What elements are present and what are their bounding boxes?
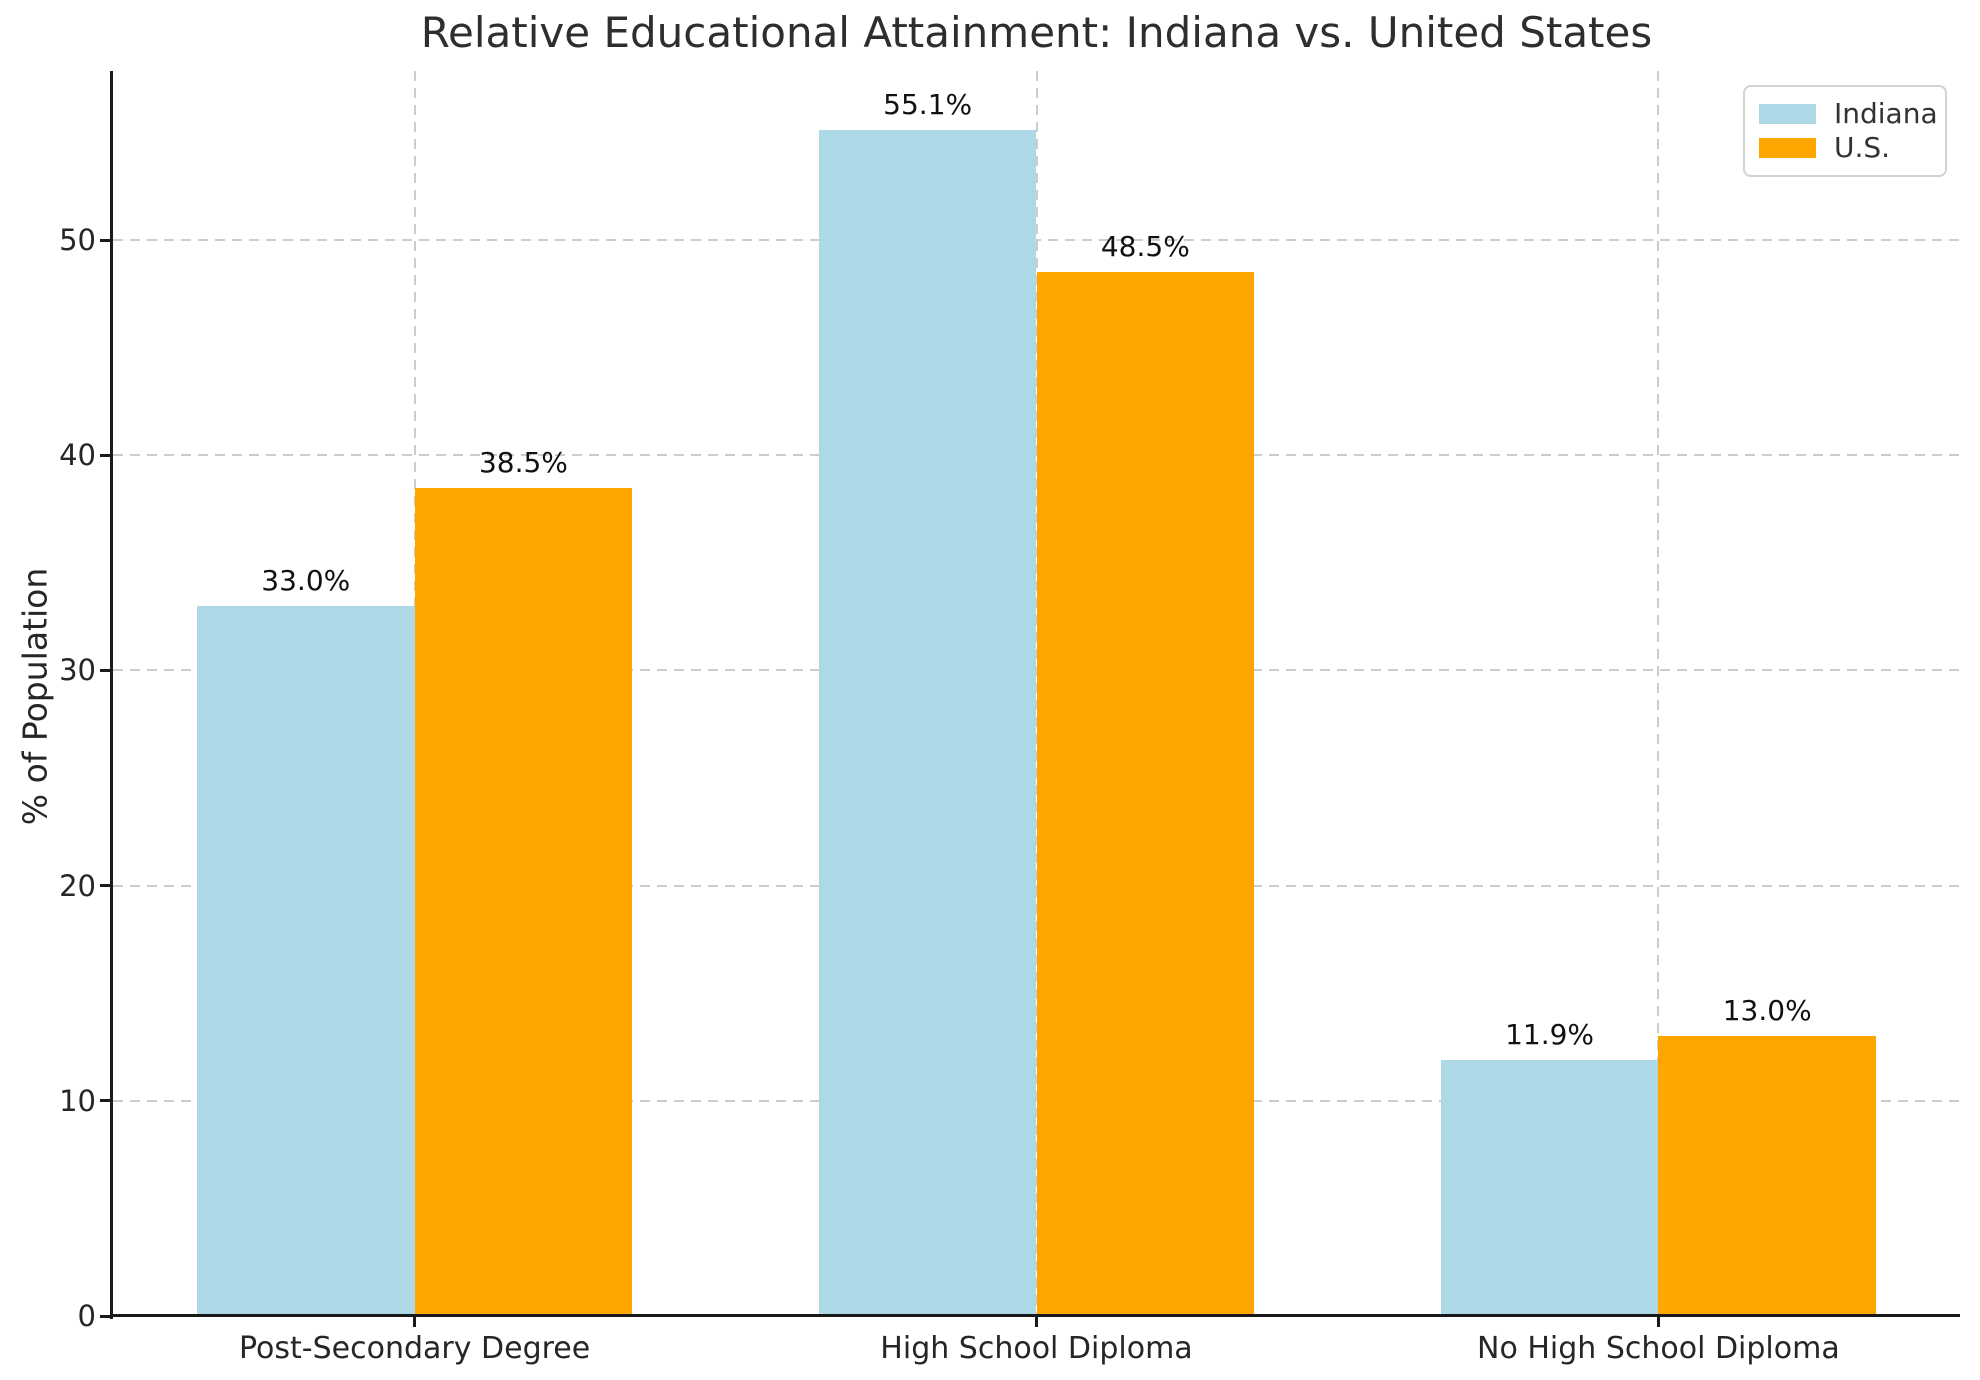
y-tick-mark [100, 1314, 113, 1318]
legend-label: Indiana [1834, 97, 1938, 130]
y-tick-label: 10 [59, 1083, 96, 1118]
bar-us-2 [1658, 1036, 1877, 1316]
bar-indiana-2 [1440, 1059, 1659, 1316]
bar-value-label: 48.5% [1100, 230, 1190, 264]
bar-value-label: 33.0% [261, 563, 351, 597]
legend-swatch-indiana [1759, 104, 1816, 124]
bar-indiana-0 [196, 605, 415, 1316]
y-tick-label: 30 [59, 653, 96, 688]
x-axis-spine [110, 1314, 1960, 1317]
legend: Indiana U.S. [1743, 85, 1947, 177]
y-tick-label: 20 [59, 868, 96, 903]
x-tick-label: No High School Diploma [1477, 1331, 1840, 1366]
legend-label: U.S. [1834, 131, 1891, 164]
x-tick-mark [1035, 1317, 1038, 1327]
y-tick-label: 40 [59, 438, 96, 473]
legend-entry: U.S. [1759, 133, 1931, 163]
gridline-vertical [1657, 71, 1660, 1316]
legend-entry: Indiana [1759, 99, 1938, 129]
y-tick-mark [100, 238, 113, 242]
y-tick-mark [100, 1099, 113, 1103]
bar-value-label: 13.0% [1722, 994, 1812, 1028]
y-tick-label: 50 [59, 223, 96, 258]
bar-value-label: 38.5% [478, 445, 568, 479]
x-tick-mark [413, 1317, 417, 1327]
legend-swatch-us [1759, 138, 1816, 158]
y-tick-mark [100, 453, 113, 457]
x-tick-mark [1656, 1317, 1660, 1327]
x-tick-label: Post-Secondary Degree [239, 1331, 591, 1366]
bar-us-1 [1036, 272, 1255, 1316]
y-axis-spine [110, 71, 113, 1319]
bar-value-label: 55.1% [883, 88, 973, 122]
y-tick-mark [100, 884, 113, 888]
bar-indiana-1 [818, 130, 1037, 1316]
bar-us-0 [414, 487, 633, 1316]
y-tick-mark [100, 668, 113, 672]
bar-value-label: 11.9% [1505, 1017, 1595, 1051]
chart-title: Relative Educational Attainment: Indiana… [420, 8, 1653, 57]
plot-area: 33.0% 55.1% 11.9% 38.5% 48.5% 13.0% 0 10 20 30 40 5… [59, 71, 1960, 1366]
x-tick-label: High School Diploma [880, 1331, 1193, 1366]
y-tick-label: 0 [77, 1299, 96, 1333]
